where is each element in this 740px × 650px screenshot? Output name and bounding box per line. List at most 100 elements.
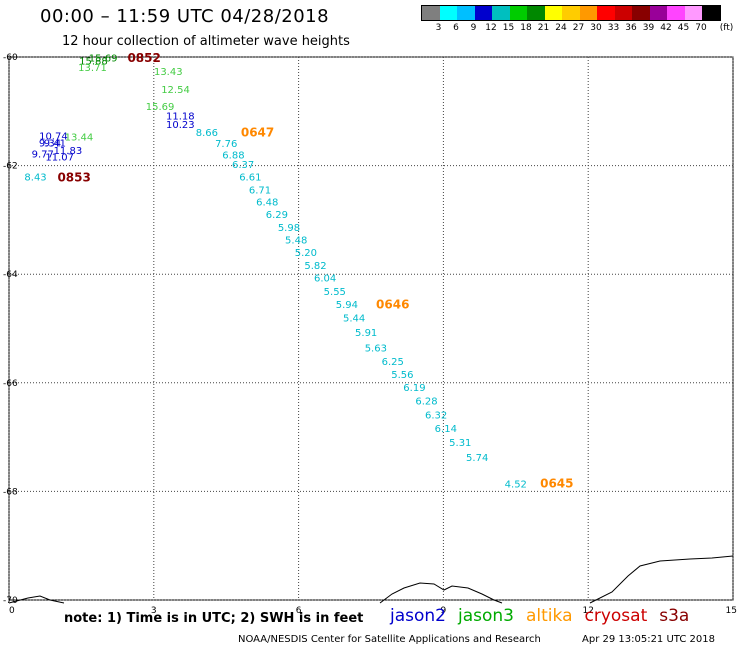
wave-height-value: 11.18 <box>166 112 195 123</box>
color-scale-legend: 3 6 9 12 15 18 21 24 27 30 33 36 39 42 45 70 (ft) <box>421 5 733 35</box>
color-scale-label: 33 <box>607 23 620 33</box>
wave-height-value: 5.44 <box>343 314 365 325</box>
wave-height-value: 5.98 <box>278 223 300 234</box>
color-scale-label: 6 <box>453 23 459 33</box>
color-scale-label: 12 <box>485 23 497 33</box>
color-scale-label: 24 <box>555 23 567 33</box>
chart-title: 00:00 – 11:59 UTC 04/28/2018 <box>40 6 330 27</box>
color-scale-label: 30 <box>590 23 602 33</box>
wave-height-value: 10.74 <box>39 132 68 143</box>
wave-height-value: 8.43 <box>24 172 46 183</box>
pass-time-label: 0852 <box>127 51 160 65</box>
x-tick-label: 3 <box>151 606 157 616</box>
color-scale-bar <box>421 5 721 21</box>
color-scale-label: 15 <box>502 23 515 33</box>
satellite-legend-item: s3a <box>659 606 690 626</box>
color-scale-cell <box>614 6 632 20</box>
wave-height-value: 15.88 <box>79 56 108 67</box>
color-scale-cell <box>457 6 475 20</box>
wave-height-value: 6.71 <box>249 185 271 196</box>
color-scale-cell <box>667 6 685 20</box>
y-tick-label: -64 <box>3 270 18 280</box>
x-tick-label: 6 <box>296 606 302 616</box>
y-tick-label: -70 <box>3 596 18 606</box>
color-scale-label: 39 <box>642 23 655 33</box>
color-scale-cell <box>492 6 510 20</box>
y-tick-label: -68 <box>3 487 18 497</box>
wave-height-value: 9.41 <box>44 138 66 149</box>
wave-height-value: 7.76 <box>215 139 237 150</box>
color-scale-cell <box>422 6 440 20</box>
color-scale-cell <box>439 6 457 20</box>
wave-height-value: 4.52 <box>505 479 527 490</box>
pass-time-label: 0645 <box>540 476 573 490</box>
wave-height-value: 6.19 <box>403 383 425 394</box>
x-tick-label: 15 <box>726 606 737 616</box>
color-scale-cell <box>509 6 527 20</box>
satellite-legend-item: cryosat <box>584 606 648 626</box>
color-scale-label: 36 <box>625 23 637 33</box>
pass-time-label: 0853 <box>57 171 90 185</box>
color-scale-label: 21 <box>537 23 550 33</box>
wave-height-value: 12.54 <box>161 85 190 96</box>
wave-height-value: 15.69 <box>89 54 118 65</box>
wave-height-value: 9.34 <box>39 138 61 149</box>
color-scale-label: 9 <box>470 23 477 33</box>
x-tick-label: 12 <box>582 606 593 616</box>
wave-height-value: 13.43 <box>154 67 183 78</box>
wave-height-value: 6.25 <box>382 357 404 368</box>
color-scale-cell <box>544 6 562 20</box>
y-tick-label: -66 <box>3 379 18 389</box>
color-scale-cell <box>632 6 650 20</box>
wave-height-value: 11.07 <box>45 152 74 163</box>
wave-height-value: 13.71 <box>78 63 107 74</box>
color-scale-cell <box>649 6 667 20</box>
x-tick-label: 9 <box>441 606 447 616</box>
wave-height-value: 15.69 <box>146 102 175 113</box>
wave-height-value: 6.37 <box>232 160 254 171</box>
footer-note: note: 1) Time is in UTC; 2) SWH is in fe… <box>64 611 364 626</box>
wave-height-value: 5.20 <box>295 248 317 259</box>
wave-height-value: 13.44 <box>65 132 94 143</box>
wave-height-value: 6.28 <box>415 397 437 408</box>
wave-height-value: 10.23 <box>166 120 195 131</box>
wave-height-value: 6.32 <box>425 410 447 421</box>
color-scale-label: 18 <box>520 23 532 33</box>
x-tick-label: 0 <box>9 606 15 616</box>
satellite-legend-item: altika <box>526 606 573 626</box>
color-scale-cell <box>702 6 720 20</box>
wave-height-value: 8.66 <box>196 128 218 139</box>
color-scale-label: 45 <box>677 23 690 33</box>
wave-height-value: 5.74 <box>466 453 488 464</box>
pass-time-label: 0647 <box>241 125 274 139</box>
wave-height-value: 5.31 <box>449 438 471 449</box>
color-scale-label: 3 <box>435 23 442 33</box>
wave-height-value: 6.29 <box>266 210 288 221</box>
coastline-west <box>8 595 65 604</box>
wave-height-value: 6.61 <box>239 172 261 183</box>
wave-height-value: 9.77 <box>32 150 54 161</box>
wave-height-value: 6.14 <box>435 424 457 435</box>
color-scale-cell <box>562 6 580 20</box>
coastline-east <box>589 555 734 604</box>
color-scale-unit: (ft) <box>719 23 734 33</box>
wave-height-value: 5.63 <box>365 344 387 355</box>
coastline-center <box>379 582 503 604</box>
wave-height-value: 5.56 <box>391 370 413 381</box>
wave-height-value: 5.82 <box>304 261 326 272</box>
credit-line: NOAA/NESDIS Center for Satellite Applica… <box>238 634 541 645</box>
wave-height-value: 5.91 <box>355 328 377 339</box>
color-scale-cell <box>474 6 492 20</box>
chart-subtitle: 12 hour collection of altimeter wave hei… <box>62 34 350 49</box>
satellite-legend-item: jason2 <box>390 606 446 626</box>
color-scale-label: 42 <box>660 23 672 33</box>
wave-height-value: 6.04 <box>314 273 336 284</box>
wave-height-value: 6.88 <box>222 151 244 162</box>
y-tick-label: -62 <box>3 162 18 172</box>
satellite-legend-item: jason3 <box>458 606 514 626</box>
color-scale-label: 27 <box>572 23 585 33</box>
color-scale-cell <box>684 6 702 20</box>
y-tick-label: -60 <box>3 53 18 63</box>
wave-height-value: 5.48 <box>285 235 307 246</box>
